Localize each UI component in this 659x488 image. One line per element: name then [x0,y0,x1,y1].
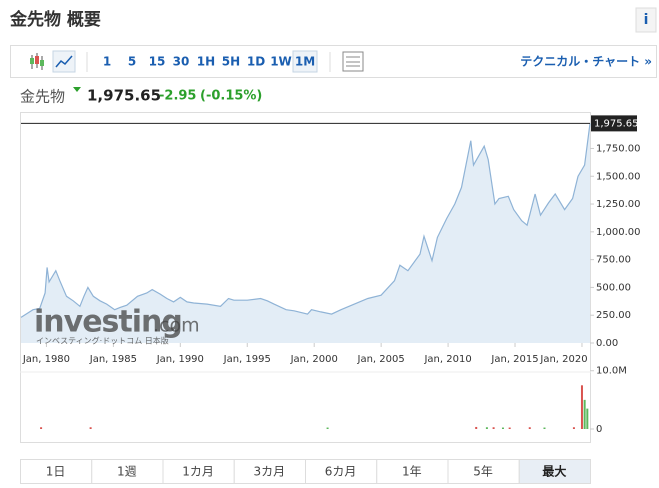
range-button[interactable]: 1日 [46,465,66,479]
volume-bar [89,427,92,429]
y-tick-label: 500.00 [596,282,631,293]
interval-button[interactable]: 30 [173,55,190,69]
y-tick-label: 250.00 [596,310,631,321]
volume-bar [508,427,511,429]
volume-bar [528,427,531,429]
range-button-bg[interactable] [447,459,520,484]
x-tick-label: Jan, 2020 [539,354,587,365]
interval-button[interactable]: 1W [270,55,292,69]
info-icon[interactable]: i [644,12,649,28]
range-button[interactable]: 最大 [542,464,566,479]
volume-bar [572,427,575,429]
technical-link[interactable]: テクニカル・チャート » [520,55,652,69]
y-tick-label: 1,250.00 [596,199,641,210]
range-button[interactable]: 5年 [473,465,493,479]
range-button-bg[interactable] [518,459,591,484]
interval-active-bg [292,50,318,73]
y-tick-label: 750.00 [596,255,631,266]
range-bar: 1日 1週 1カ月 3カ月 6カ月 1年 5年 最大 [20,459,591,484]
x-tick-label: Jan, 2015 [490,354,538,365]
plot: 0.00 250.00 500.00 750.00 1,000.00 1,250.00 1,… [20,115,641,435]
range-button-bg[interactable] [162,459,235,484]
range-button-bg[interactable] [305,459,378,484]
volume-bar [492,427,495,429]
y2-tick-label: 0 [596,424,602,435]
line-icon-button[interactable] [52,50,76,73]
toolbar [10,45,657,78]
y-tick-label: 1,750.00 [596,143,641,154]
interval-button[interactable]: 1H [197,55,215,69]
volume-bar [580,385,583,429]
interval-button[interactable]: 5H [222,55,240,69]
range-button[interactable]: 3カ月 [254,465,286,479]
volume-bar [583,399,586,429]
range-button[interactable]: 1週 [117,465,137,479]
quote-change-pct: (-0.15%) [200,89,262,104]
chart-frame [20,112,591,443]
x-tick-label: Jan, 2005 [357,354,405,365]
range-button[interactable]: 1年 [402,465,422,479]
quote-price: 1,975.65 [87,87,161,105]
line-icon [55,55,73,68]
y2-tick-label: 10.0M [596,366,627,377]
range-button-bg[interactable] [91,459,164,484]
volume-bar [475,426,478,429]
interval-button[interactable]: 1D [247,55,265,69]
x-tick-label: Jan, 1980 [22,354,70,365]
volume-bar [501,427,504,429]
y-tick-label: 1,000.00 [596,227,641,238]
interval-button[interactable]: 1 [103,55,111,69]
volume-bar [543,427,546,429]
interval-button[interactable]: 5 [128,55,136,69]
volume-bar [40,427,43,429]
x-tick-label: Jan, 2000 [290,354,338,365]
candle-icon[interactable] [30,53,44,70]
range-button[interactable]: 6カ月 [325,465,357,479]
price-line [20,123,591,318]
watermark-domain: .com [153,315,200,337]
change-arrow [73,87,81,92]
watermark-brand: investing [34,305,182,340]
quote-name: 金先物 [20,88,65,106]
volume-bar [326,427,329,429]
y-tick-label: 1,500.00 [596,171,641,182]
title: 金先物 概要 [9,9,101,30]
last-value-label: 1,975.65 [594,118,639,129]
interval-button[interactable]: 15 [149,55,166,69]
range-button[interactable]: 1カ月 [182,465,214,479]
range-button-bg[interactable] [376,459,449,484]
area-fill [21,123,590,344]
x-tick-label: Jan, 1985 [89,354,137,365]
volume-bar [586,408,589,429]
info-button[interactable] [635,7,657,33]
watermark-subtitle: インベスティング·ドットコム 日本版 [36,336,169,346]
x-tick-label: Jan, 2010 [423,354,471,365]
interval-button[interactable]: 1M [295,55,315,69]
x-tick-label: Jan, 1995 [223,354,271,365]
last-value-tag [591,115,637,132]
x-tick-label: Jan, 1990 [156,354,204,365]
quote-change: -2.95 [159,89,196,104]
y-tick-label: 0.00 [596,338,618,349]
range-button-bg[interactable] [233,459,306,484]
volume-bar [485,427,488,429]
